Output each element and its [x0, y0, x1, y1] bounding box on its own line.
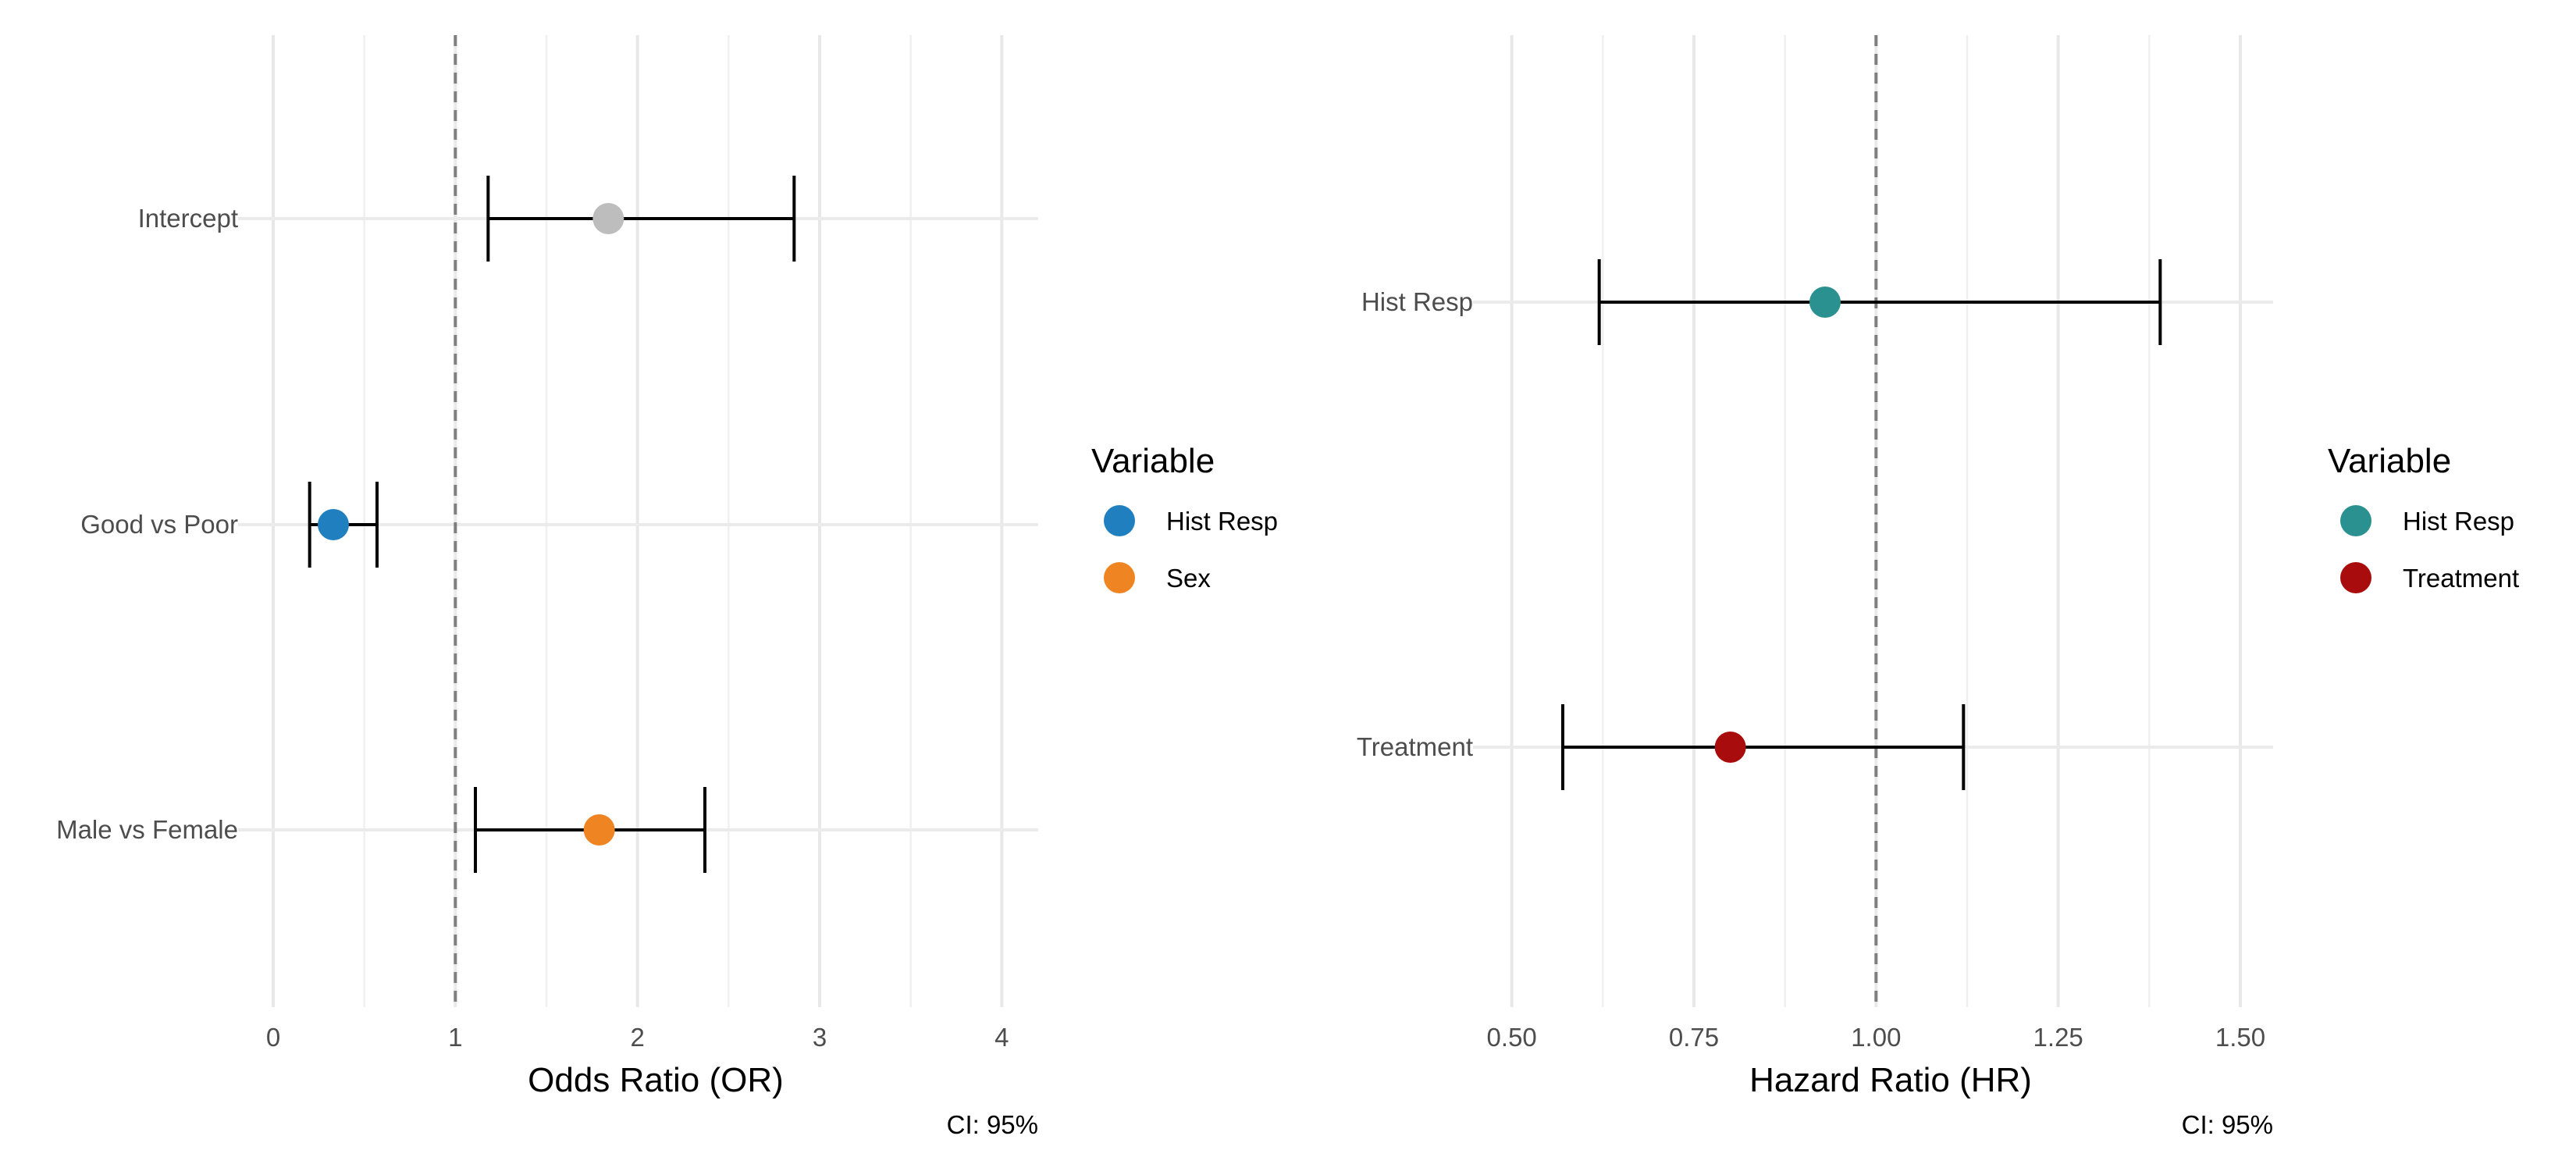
legend-key [2340, 562, 2371, 593]
legend-label: Hist Resp [1166, 507, 1278, 536]
y-category-label: Intercept [138, 204, 238, 233]
legend-label: Treatment [2403, 564, 2519, 593]
ci-errorbar [1597, 259, 2162, 345]
ci-caption: CI: 95% [947, 1110, 1038, 1139]
legend-entry: Sex [1104, 562, 1211, 593]
ci-errorbar [486, 176, 796, 262]
x-tick-label: 1.00 [1851, 1023, 1901, 1052]
point-estimate [583, 814, 615, 846]
ci-errorbar [1561, 704, 1966, 790]
point-estimate [592, 203, 624, 234]
legend-key [1104, 505, 1135, 536]
legend-label: Sex [1166, 564, 1211, 593]
x-tick-label: 1.25 [2033, 1023, 2083, 1052]
legend-title: Variable [1091, 442, 1215, 480]
y-category-label: Male vs Female [56, 815, 238, 844]
x-tick-label: 2 [630, 1023, 644, 1052]
x-tick-label: 1 [448, 1023, 462, 1052]
x-tick-label: 0 [266, 1023, 280, 1052]
x-tick-label: 4 [994, 1023, 1009, 1052]
x-axis-title: Hazard Ratio (HR) [1749, 1061, 2032, 1099]
legend: Variable Hist Resp Treatment [2328, 442, 2519, 593]
legend-key [2340, 505, 2371, 536]
x-tick-label: 0.50 [1487, 1023, 1537, 1052]
legend-key [1104, 562, 1135, 593]
legend-entry: Hist Resp [1104, 505, 1278, 536]
y-category-label: Treatment [1357, 732, 1473, 761]
x-axis-title: Odds Ratio (OR) [528, 1061, 784, 1099]
point-estimate [318, 509, 349, 540]
legend-title: Variable [2328, 442, 2451, 480]
panel-2: 0.50 0.75 1.00 1.25 1.50 Hist Resp Treatment Ha… [1357, 35, 2519, 1139]
legend-entry: Treatment [2340, 562, 2519, 593]
point-estimate [1714, 732, 1746, 763]
legend: Variable Hist Resp Sex [1091, 442, 1278, 593]
ci-caption: CI: 95% [2182, 1110, 2273, 1139]
legend-label: Hist Resp [2403, 507, 2514, 536]
x-tick-label: 3 [813, 1023, 827, 1052]
x-tick-label: 0.75 [1669, 1023, 1719, 1052]
point-estimate [1809, 287, 1841, 318]
x-tick-label: 1.50 [2215, 1023, 2265, 1052]
y-category-label: Good vs Poor [80, 510, 238, 539]
panel-1: 0 1 2 3 4 Intercept Good vs Poor Male vs Female… [56, 35, 1278, 1139]
y-category-label: Hist Resp [1361, 287, 1473, 316]
legend-entry: Hist Resp [2340, 505, 2514, 536]
